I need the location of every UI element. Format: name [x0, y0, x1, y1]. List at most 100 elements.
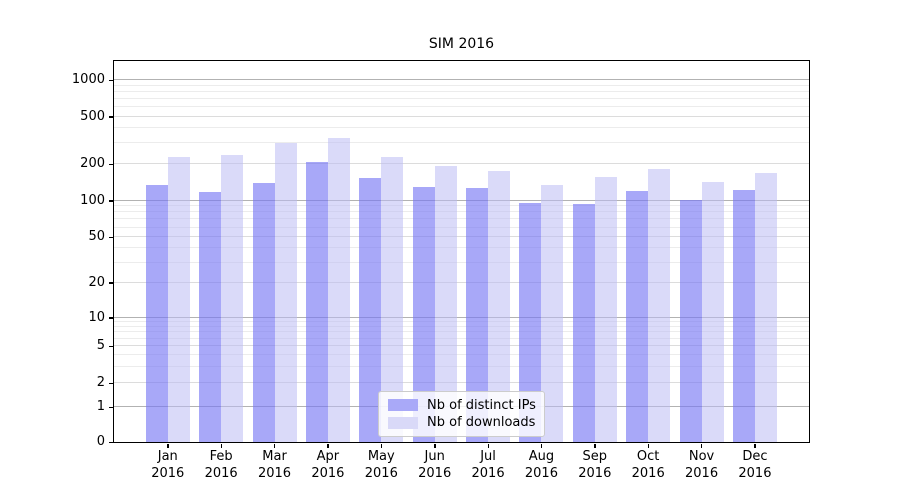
bar-downloads	[381, 157, 404, 442]
gridline-minor	[114, 211, 809, 213]
x-tick-mark	[540, 443, 543, 448]
y-tick-mark	[108, 79, 113, 82]
x-tick-label: Feb 2016	[204, 449, 238, 481]
gridline-major	[114, 281, 809, 283]
bar-downloads	[754, 172, 777, 442]
gridline-minor	[114, 127, 809, 129]
x-tick-mark	[487, 443, 489, 448]
gridline-major	[114, 115, 809, 117]
legend-item-distinct-ips: Nb of distinct IPs	[388, 397, 536, 413]
y-tick-mark	[108, 441, 113, 443]
bar-distinct-ips	[466, 188, 489, 442]
y-tick-label: 1	[96, 399, 105, 415]
bar-distinct-ips	[572, 204, 595, 442]
y-tick-label: 0	[96, 434, 105, 449]
x-tick-mark	[220, 443, 223, 448]
y-tick-label: 20	[88, 274, 105, 290]
bar-downloads	[648, 169, 671, 442]
x-tick-label: Jan 2016	[151, 449, 185, 481]
bar-distinct-ips	[305, 161, 328, 442]
gridline-minor	[114, 218, 809, 220]
x-tick-mark	[327, 443, 329, 448]
gridline-minor	[114, 98, 809, 100]
x-tick-label: Jul 2016	[471, 449, 505, 481]
bar-distinct-ips	[145, 185, 168, 442]
y-tick-mark	[108, 317, 113, 319]
y-tick-mark	[108, 200, 113, 202]
y-tick-label: 100	[80, 192, 105, 208]
bar-downloads	[167, 157, 190, 442]
x-tick-mark	[701, 443, 703, 448]
bar-downloads	[434, 166, 457, 442]
gridline-major	[114, 79, 809, 81]
gridline-minor	[114, 331, 809, 333]
bar-downloads	[701, 182, 724, 442]
gridline-minor	[114, 106, 809, 108]
x-tick-label: Aug 2016	[524, 449, 558, 481]
gridline-minor	[114, 247, 809, 249]
x-tick-mark	[594, 443, 596, 448]
plot-area: 0 1 2 5 10 20 50 100 200 500 1000 Jan 2016 Feb 2016 Mar…	[72, 60, 810, 481]
gridline-minor	[114, 261, 809, 263]
legend-swatch-distinct-ips	[388, 399, 418, 412]
legend-label: Nb of downloads	[427, 415, 536, 431]
y-tick-label: 1000	[71, 72, 105, 88]
chart-title: SIM 2016	[428, 36, 495, 52]
bar-distinct-ips	[412, 187, 435, 442]
x-tick-label: Nov 2016	[685, 449, 719, 481]
gridline-minor	[114, 84, 809, 86]
gridline-minor	[114, 366, 809, 368]
gridline-minor	[114, 205, 809, 207]
bar-distinct-ips	[679, 200, 702, 442]
bar-distinct-ips	[199, 192, 222, 442]
y-tick-label: 5	[96, 338, 105, 354]
bar-downloads	[327, 137, 350, 442]
y-tick-mark	[108, 116, 113, 118]
bar-downloads	[541, 184, 564, 442]
gridline-minor	[114, 337, 809, 339]
x-tick-label: Jun 2016	[418, 449, 452, 481]
bar-downloads	[594, 176, 617, 442]
legend-swatch-downloads	[388, 416, 418, 429]
bar-downloads	[221, 154, 244, 442]
gridline-minor	[114, 354, 809, 356]
y-tick-mark	[108, 163, 113, 166]
y-tick-label: 10	[88, 309, 105, 325]
x-tick-label: Apr 2016	[311, 449, 345, 481]
gridline-minor	[114, 91, 809, 93]
bar-distinct-ips	[626, 191, 649, 442]
gridline-major	[114, 163, 809, 165]
bar-downloads	[274, 143, 297, 442]
x-tick-mark	[274, 443, 276, 448]
y-tick-mark	[108, 406, 113, 409]
x-tick-mark	[167, 443, 169, 448]
x-tick-label: Mar 2016	[257, 449, 292, 481]
y-tick-mark	[108, 236, 113, 238]
gridline-minor	[114, 325, 809, 327]
gridline-minor	[114, 321, 809, 323]
gridline-minor	[114, 142, 809, 144]
legend-item-downloads: Nb of downloads	[388, 415, 535, 430]
x-tick-mark	[754, 443, 756, 448]
x-tick-mark	[647, 443, 650, 448]
bar-downloads	[488, 170, 511, 442]
x-tick-mark	[380, 443, 383, 448]
y-tick-label: 50	[88, 229, 105, 245]
gridline-major	[114, 316, 809, 318]
gridline-major	[114, 199, 809, 201]
legend: Nb of distinct IPs Nb of downloads	[378, 391, 545, 437]
y-tick-label: 500	[80, 108, 105, 124]
x-tick-label: May 2016	[364, 449, 398, 481]
x-tick-label: Oct 2016	[631, 449, 665, 481]
bar-distinct-ips	[732, 190, 755, 442]
legend-label: Nb of distinct IPs	[427, 397, 536, 413]
bar-distinct-ips	[519, 202, 542, 442]
gridline-major	[114, 236, 809, 238]
gridline-major	[114, 345, 809, 347]
bar-distinct-ips	[252, 183, 275, 442]
bar-distinct-ips	[359, 177, 382, 442]
gridline-major	[114, 382, 809, 384]
x-tick-mark	[434, 443, 436, 448]
x-tick-label: Dec 2016	[738, 449, 772, 481]
